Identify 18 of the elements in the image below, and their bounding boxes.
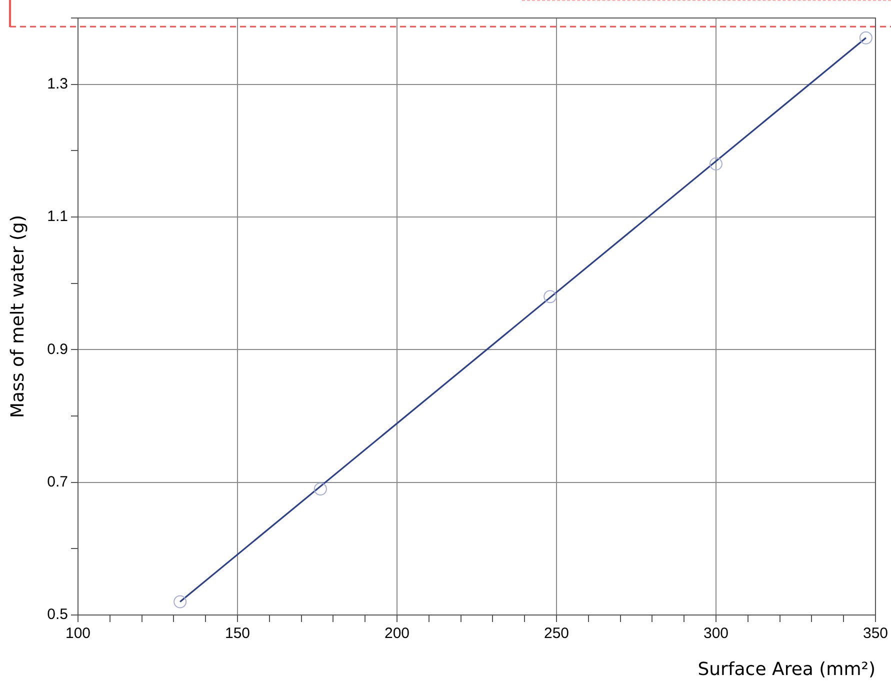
point	[174, 595, 187, 608]
point	[544, 290, 557, 304]
y-tick-label: 1.1	[47, 208, 68, 226]
y-tick-label: 0.5	[47, 606, 68, 624]
y-tick-label: 0.7	[47, 473, 68, 490]
x-tick-label: 200	[384, 625, 410, 642]
y-axis-title: Mass of melt water (g)	[7, 215, 28, 418]
y-tick-label: 0.9	[47, 340, 68, 358]
x-tick-label: 350	[862, 625, 888, 642]
x-tick-label: 100	[65, 625, 91, 642]
point	[709, 157, 722, 170]
x-tick-label: 250	[544, 625, 570, 642]
x-tick-label: 150	[224, 625, 250, 642]
point	[859, 31, 872, 44]
x-axis-title: Surface Area (mm²)	[698, 658, 876, 680]
y-tick-label: 1.3	[47, 75, 68, 92]
point	[314, 482, 327, 496]
x-tick-label: 300	[703, 625, 729, 642]
